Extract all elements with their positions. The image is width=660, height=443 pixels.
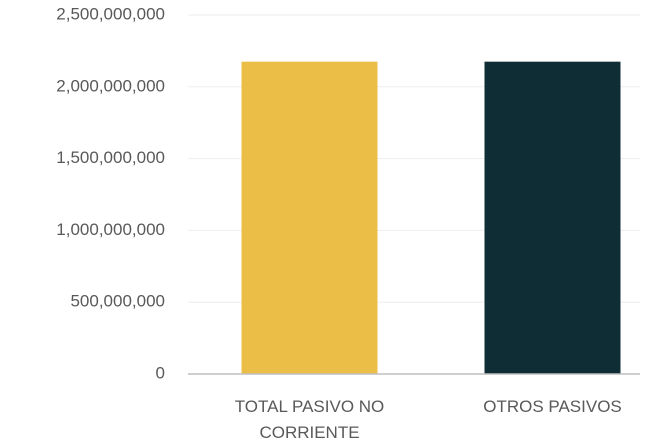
y-tick-label: 2,000,000,000 [56,76,165,95]
y-tick-label: 1,000,000,000 [56,220,165,239]
bar [241,61,378,375]
x-tick-label: OTROS PASIVOS [483,397,622,416]
x-tick-label-line: TOTAL PASIVO NO [235,397,385,416]
y-tick-label: 500,000,000 [70,292,165,311]
x-tick-label-line: OTROS PASIVOS [483,397,622,416]
x-tick-label: TOTAL PASIVO NO CORRIENTE [235,397,385,442]
x-tick-label-line: CORRIENTE [259,423,359,442]
y-tick-label: 2,500,000,000 [56,4,165,23]
y-tick-label: 0 [156,363,165,382]
y-tick-label: 1,500,000,000 [56,148,165,167]
bar [484,61,621,375]
